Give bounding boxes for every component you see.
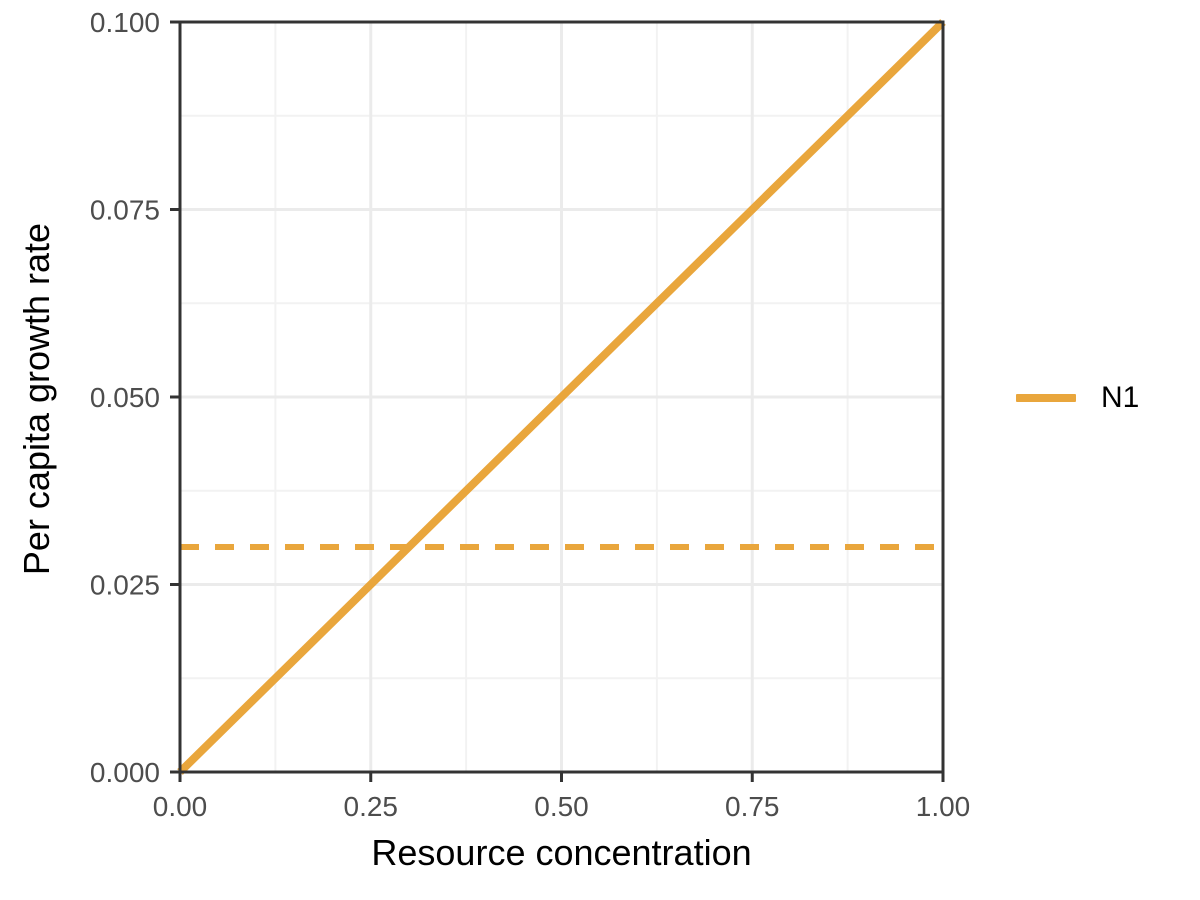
x-tick-label: 0.75 — [725, 791, 780, 822]
y-tick-label: 0.100 — [90, 7, 160, 38]
x-tick-label: 1.00 — [916, 791, 971, 822]
legend-key-line-icon — [1016, 394, 1076, 402]
y-tick-label: 0.050 — [90, 382, 160, 413]
legend-entry-label: N1 — [1101, 381, 1140, 414]
x-tick-label: 0.00 — [153, 791, 208, 822]
y-tick-label: 0.075 — [90, 195, 160, 226]
y-tick-label: 0.000 — [90, 757, 160, 788]
x-tick-label: 0.50 — [534, 791, 589, 822]
y-axis-title: Per capita growth rate — [16, 222, 57, 576]
x-tick-label: 0.25 — [344, 791, 399, 822]
series-line-N1 — [177, 19, 946, 775]
y-tick-label: 0.025 — [90, 570, 160, 601]
legend: N1 — [1016, 376, 1139, 420]
x-axis-title: Resource concentration — [371, 832, 752, 873]
